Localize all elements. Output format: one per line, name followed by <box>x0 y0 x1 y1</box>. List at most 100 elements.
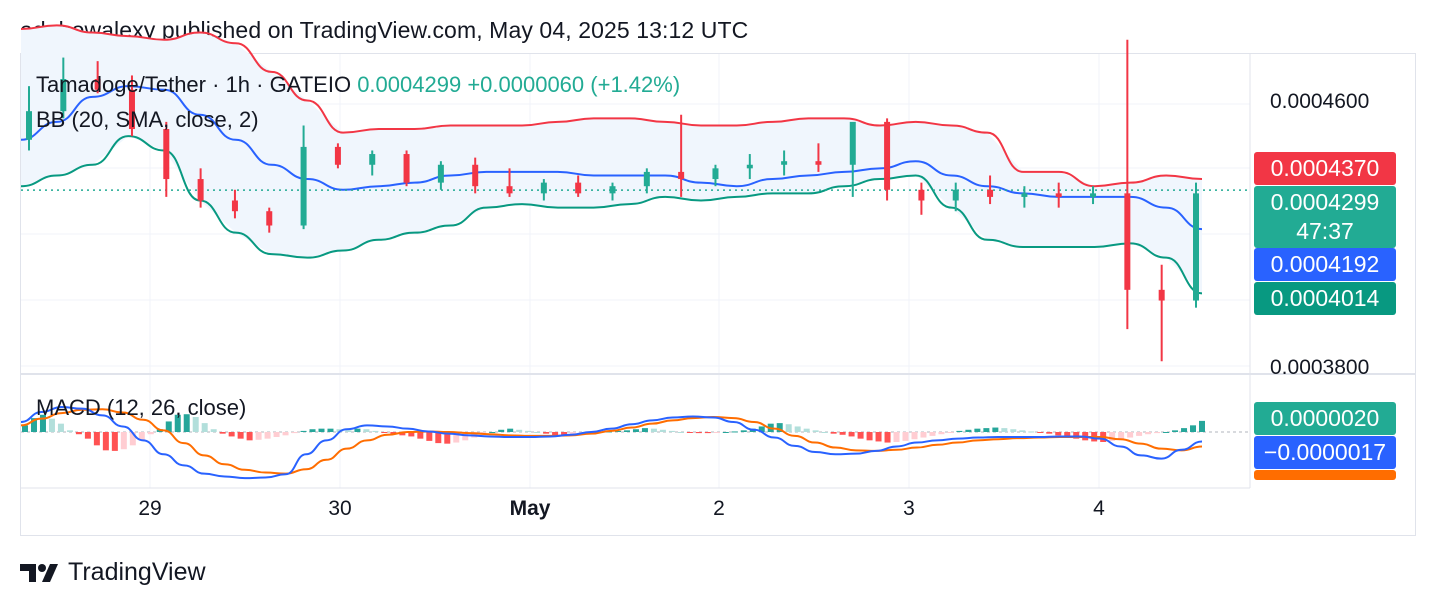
macd-histogram-bar <box>812 430 819 432</box>
price-axis-label: 0.0004600 <box>1270 90 1370 113</box>
last-price-value: 0.0004299 <box>1270 189 1380 215</box>
candle-body <box>334 146 341 165</box>
macd-histogram-bar <box>84 432 91 439</box>
macd-histogram-bar <box>543 432 550 434</box>
macd-histogram-bar <box>48 418 55 432</box>
macd-histogram-bar <box>390 432 397 434</box>
macd-legend: MACD (12, 26, close) <box>36 395 247 420</box>
macd-histogram-bar <box>938 432 945 435</box>
macd-histogram-bar <box>66 430 73 432</box>
candle-body <box>815 161 822 165</box>
macd-histogram-bar <box>372 430 379 432</box>
upper-band-line <box>20 24 1203 188</box>
candle-body <box>712 168 719 180</box>
macd-histogram-bar <box>983 428 990 432</box>
macd-histogram-bar <box>641 428 648 432</box>
candle-body <box>746 164 753 169</box>
time-axis-label: 30 <box>328 497 352 520</box>
macd-histogram-bar <box>354 428 361 432</box>
macd-histogram-bar <box>947 432 954 433</box>
candle-body <box>472 164 479 187</box>
macd-histogram-bar <box>507 428 514 432</box>
upper-band-tag: 0.0004370 <box>1254 152 1396 185</box>
macd-histogram-bar <box>677 432 684 433</box>
price-axis-label: 0.0003800 <box>1270 356 1370 374</box>
macd-pane <box>20 405 1250 480</box>
macd-histogram-bar <box>1118 432 1125 440</box>
candle-body <box>952 189 959 201</box>
macd-histogram-bar <box>785 424 792 432</box>
macd-histogram-bar <box>1136 432 1143 436</box>
candle-body <box>678 171 685 180</box>
candle-body <box>128 89 135 130</box>
macd-histogram-bar <box>138 432 145 441</box>
candle-body <box>94 79 101 90</box>
macd-histogram-bar <box>363 429 370 432</box>
candle-body <box>60 79 67 112</box>
symbol-legend: Tamadoge/Tether · 1h · GATEIO 0.0004299 … <box>36 72 680 98</box>
tradingview-brand[interactable]: TradingView <box>20 558 206 587</box>
macd-histogram-bar <box>974 428 981 432</box>
candle-body <box>1193 193 1199 301</box>
last-price-tag: 0.0004299 47:37 <box>1254 186 1396 248</box>
macd-histogram-bar <box>165 421 172 432</box>
macd-histogram-bar <box>803 428 810 432</box>
macd-histogram-bar <box>794 426 801 432</box>
band-fill <box>21 25 1202 294</box>
macd-histogram-bar <box>722 432 729 433</box>
symbol-title: Tamadoge/Tether · 1h · GATEIO <box>36 72 352 97</box>
macd-histogram-bar <box>525 430 532 432</box>
macd-histogram-bar <box>911 432 918 440</box>
candle-body <box>849 121 856 165</box>
macd-histogram-bar <box>399 432 406 436</box>
macd-histogram-bar <box>264 432 271 439</box>
lower-band-tag: 0.0004014 <box>1254 282 1396 315</box>
macd-histogram-bar <box>498 429 505 432</box>
macd-histogram-bar <box>758 426 765 432</box>
macd-histogram-bar <box>740 430 747 432</box>
macd-histogram-bar <box>228 432 235 437</box>
candle-body <box>987 189 994 197</box>
candle-body <box>1090 193 1097 197</box>
macd-histogram-bar <box>920 432 927 438</box>
macd-histogram-bar <box>902 432 909 441</box>
candle-body <box>540 182 547 194</box>
macd-histogram-bar <box>192 417 199 432</box>
macd-histogram-bar <box>336 429 343 432</box>
price-change-legend: +0.0000060 (+1.42%) <box>467 72 681 97</box>
macd-histogram-bar <box>291 432 298 434</box>
macd-histogram-bar <box>309 429 316 432</box>
time-axis-label: 29 <box>138 497 162 520</box>
macd-histogram-bar <box>174 414 181 432</box>
macd-histogram-bar <box>381 432 388 433</box>
macd-line-tag: −0.0000017 <box>1254 436 1396 469</box>
macd-histogram-bar <box>929 432 936 436</box>
macd-histogram-bar <box>848 432 855 437</box>
macd-histogram-bar <box>147 432 154 435</box>
macd-histogram-bar <box>1046 432 1053 434</box>
macd-histogram-bar <box>686 432 693 433</box>
macd-histogram-bar <box>408 432 415 437</box>
macd-histogram-bar <box>956 430 963 432</box>
brand-name: TradingView <box>68 558 206 586</box>
macd-histogram-bar <box>237 432 244 439</box>
macd-histogram-bar <box>632 429 639 432</box>
macd-histogram-bar <box>1037 432 1044 433</box>
macd-histogram-bar <box>1028 431 1035 433</box>
macd-histogram-bar <box>614 430 621 432</box>
candle-body <box>506 186 513 194</box>
macd-histogram-bar <box>273 432 280 437</box>
macd-histogram-bar <box>839 432 846 435</box>
macd-histogram-bar <box>623 430 630 432</box>
macd-histogram-bar <box>210 429 217 432</box>
macd-histogram-bar <box>776 423 783 432</box>
time-axis-label: May <box>509 497 551 520</box>
macd-histogram-bar <box>1172 430 1179 432</box>
macd-histogram-bar <box>183 414 190 432</box>
macd-histogram-bar <box>201 423 208 432</box>
macd-histogram-bar <box>668 430 675 432</box>
macd-histogram-bar <box>1127 432 1134 438</box>
candle-body <box>1158 289 1165 301</box>
macd-histogram-bar <box>1010 429 1017 432</box>
